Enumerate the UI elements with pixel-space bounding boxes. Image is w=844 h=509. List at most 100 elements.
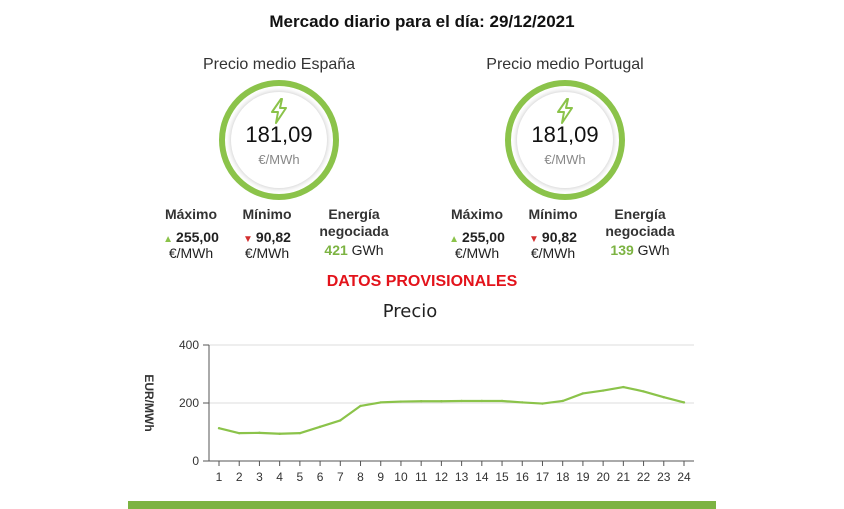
data-point — [238, 431, 241, 435]
data-point — [480, 399, 484, 403]
gauge-inner: 181,09 €/MWh — [231, 92, 327, 188]
x-tick-label: 17 — [536, 470, 550, 484]
x-tick-label: 5 — [297, 470, 304, 484]
chart-series — [217, 385, 686, 435]
lightning-bolt-icon — [271, 98, 287, 124]
avg-price-value: 181,09 — [245, 122, 313, 147]
min-value-row: ▼ 90,82 — [232, 229, 302, 245]
price-gauge: 181,09 €/MWh — [219, 80, 339, 200]
max-unit: €/MWh — [454, 245, 500, 261]
chart-axes — [203, 344, 694, 466]
price-gauge: 181,09 €/MWh — [505, 80, 625, 200]
data-point — [379, 401, 382, 404]
max-value: 255,00 — [176, 229, 219, 245]
energy-value: 421 — [324, 242, 348, 258]
avg-price-value: 181,09 — [531, 122, 599, 147]
footer-accent-bar — [128, 501, 716, 509]
stat-energy: Energía negociada 421 GWh — [306, 206, 402, 259]
y-tick-label: 0 — [192, 454, 199, 468]
avg-price-unit: €/MWh — [258, 152, 300, 167]
max-value-row: ▲ 255,00 — [440, 229, 514, 245]
max-value: 255,00 — [462, 229, 505, 245]
data-point — [399, 400, 403, 403]
data-point — [622, 385, 625, 389]
triangle-down-icon: ▼ — [243, 234, 253, 245]
data-point — [217, 427, 221, 430]
data-point — [339, 419, 342, 422]
x-tick-label: 8 — [357, 470, 364, 484]
x-tick-label: 16 — [516, 470, 530, 484]
energy-unit: GWh — [637, 242, 670, 258]
y-axis-title: EUR/MWh — [142, 374, 156, 431]
x-tick-label: 10 — [394, 470, 408, 484]
max-label: Máximo — [450, 206, 504, 222]
data-point — [460, 399, 463, 403]
market-card-spain: Precio medio España 181,09 €/MWh Máximo … — [154, 52, 404, 267]
max-label: Máximo — [164, 206, 218, 222]
x-tick-label: 6 — [317, 470, 324, 484]
data-point — [521, 401, 524, 404]
energy-unit: GWh — [351, 242, 384, 258]
energy-value-row: 139 GWh — [592, 242, 688, 259]
stat-max: Máximo ▲ 255,00 €/MWh — [440, 206, 514, 262]
x-tick-label: 15 — [495, 470, 509, 484]
min-value: 90,82 — [541, 229, 577, 245]
triangle-up-icon: ▲ — [163, 234, 174, 245]
triangle-up-icon: ▲ — [449, 234, 460, 245]
stat-min: Mínimo ▼ 90,82 €/MWh — [232, 206, 302, 262]
chart-title: Precio — [383, 301, 438, 322]
data-point — [298, 431, 302, 435]
data-point — [541, 402, 544, 405]
x-tick-label: 7 — [337, 470, 344, 484]
data-point — [419, 400, 423, 403]
energy-value-row: 421 GWh — [306, 242, 402, 259]
energy-label-line2: negociada — [319, 223, 389, 239]
data-point — [581, 392, 585, 395]
y-tick-label: 400 — [179, 338, 199, 352]
energy-value: 139 — [610, 242, 634, 258]
x-tick-label: 20 — [596, 470, 610, 484]
x-tick-label: 4 — [276, 470, 283, 484]
x-tick-label: 12 — [435, 470, 449, 484]
data-point — [359, 404, 362, 408]
min-label: Mínimo — [528, 206, 578, 222]
data-point — [601, 389, 605, 392]
x-tick-label: 19 — [576, 470, 590, 484]
data-point — [561, 399, 564, 403]
min-unit: €/MWh — [244, 245, 290, 261]
x-tick-label: 21 — [617, 470, 631, 484]
max-unit: €/MWh — [168, 245, 214, 261]
chart-grid — [209, 344, 694, 404]
energy-label-line2: negociada — [605, 223, 675, 239]
data-point — [662, 396, 665, 399]
x-tick-label: 18 — [556, 470, 570, 484]
market-title: Precio medio Portugal — [486, 56, 644, 73]
min-value: 90,82 — [255, 229, 291, 245]
data-point — [278, 432, 281, 435]
x-tick-label: 14 — [475, 470, 489, 484]
stat-max: Máximo ▲ 255,00 €/MWh — [154, 206, 228, 262]
energy-label-line1: Energía — [328, 206, 380, 222]
data-point — [682, 401, 686, 404]
max-value-row: ▲ 255,00 — [154, 229, 228, 245]
data-point — [500, 399, 504, 403]
x-tick-label: 1 — [216, 470, 223, 484]
avg-price-unit: €/MWh — [544, 152, 586, 167]
data-point — [440, 400, 443, 403]
lightning-bolt-icon — [557, 98, 573, 124]
x-tick-label: 24 — [677, 470, 691, 484]
x-tick-label: 23 — [657, 470, 671, 484]
page-title: Mercado diario para el día: 29/12/2021 — [269, 12, 575, 31]
min-label: Mínimo — [242, 206, 292, 222]
market-card-portugal: Precio medio Portugal 181,09 €/MWh Máxim… — [440, 52, 690, 267]
x-tick-label: 3 — [256, 470, 263, 484]
x-tick-label: 22 — [637, 470, 651, 484]
x-tick-label: 11 — [415, 470, 428, 484]
min-unit: €/MWh — [530, 245, 576, 261]
stat-min: Mínimo ▼ 90,82 €/MWh — [518, 206, 588, 262]
x-tick-label: 13 — [455, 470, 469, 484]
data-point — [258, 431, 261, 435]
data-point — [318, 425, 322, 428]
